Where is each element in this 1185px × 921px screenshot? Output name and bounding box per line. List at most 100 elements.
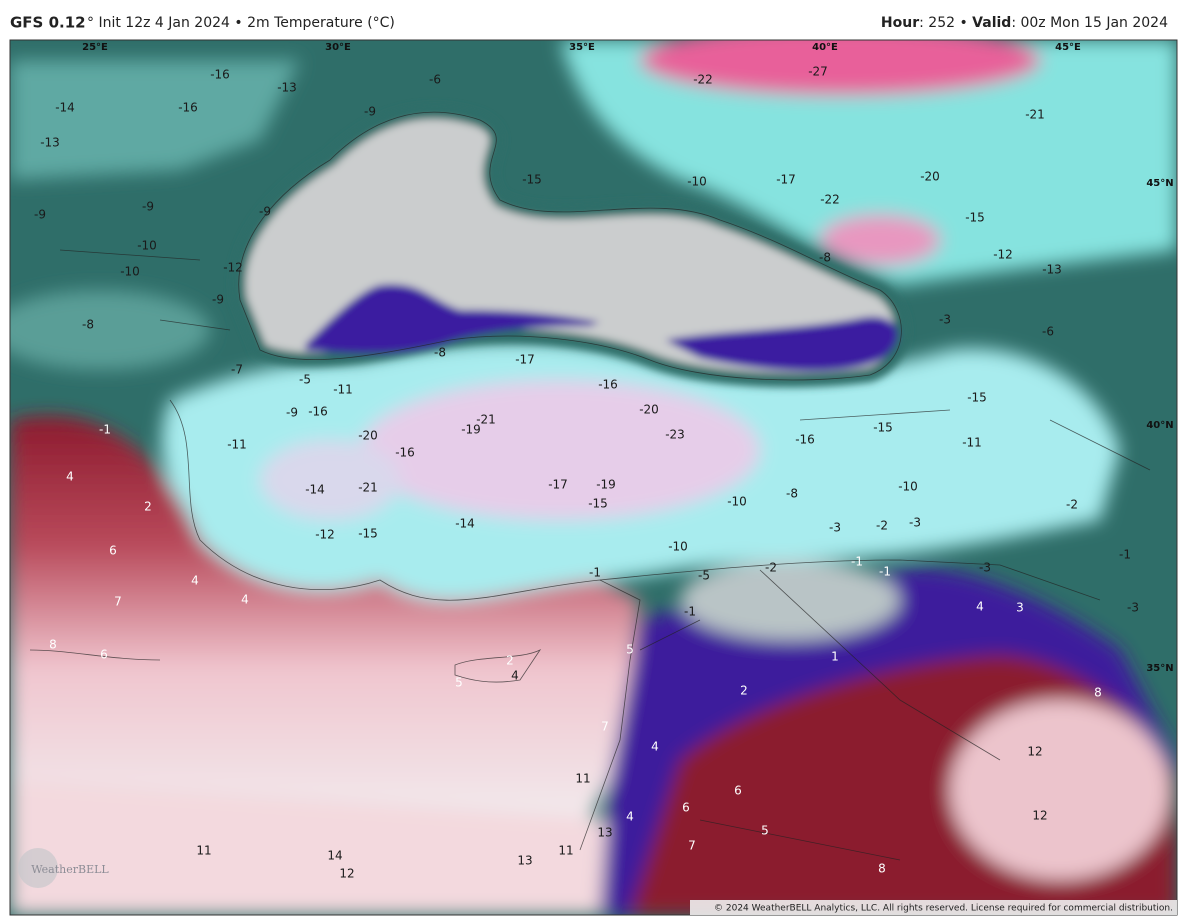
temperature-label: -3 bbox=[909, 516, 921, 530]
temperature-label: -23 bbox=[665, 428, 685, 442]
latitude-label: 40°N bbox=[1146, 420, 1173, 431]
temperature-label: -16 bbox=[178, 101, 198, 115]
temperature-label: -20 bbox=[639, 403, 659, 417]
temperature-label: 4 bbox=[241, 593, 249, 607]
temperature-label: -1 bbox=[684, 605, 696, 619]
temperature-label: -11 bbox=[333, 383, 353, 397]
temperature-label: -15 bbox=[588, 497, 608, 511]
temperature-label: 6 bbox=[734, 784, 742, 798]
temperature-label: -22 bbox=[820, 193, 840, 207]
temperature-label: -17 bbox=[548, 478, 568, 492]
temperature-label: -1 bbox=[1119, 548, 1131, 562]
logo: WeatherBELL bbox=[31, 863, 109, 876]
temperature-label: -8 bbox=[819, 251, 831, 265]
temperature-label: -22 bbox=[693, 73, 713, 87]
longitude-label: 40°E bbox=[812, 42, 838, 53]
temperature-label: -10 bbox=[687, 175, 707, 189]
map-frame bbox=[9, 39, 1178, 916]
temperature-label: 8 bbox=[878, 862, 886, 876]
temperature-label: -19 bbox=[461, 423, 481, 437]
temperature-label: -8 bbox=[786, 487, 798, 501]
copyright-box bbox=[690, 900, 1177, 915]
temperature-label: -3 bbox=[979, 561, 991, 575]
temperature-label: 13 bbox=[597, 826, 612, 840]
temperature-label: -6 bbox=[429, 73, 441, 87]
temperature-label: -14 bbox=[55, 101, 75, 115]
hour: : 252 • bbox=[919, 15, 972, 31]
temperature-label: -21 bbox=[476, 413, 496, 427]
header-right: Hour: 252 • Valid: 00z Mon 15 Jan 2024 bbox=[881, 15, 1168, 31]
temperature-labels: -16-14 -16-13-13-6 -22-27-21-9-15 -10 -17-22… bbox=[34, 65, 1139, 881]
temperature-label: -15 bbox=[873, 421, 893, 435]
temperature-label: 5 bbox=[761, 824, 769, 838]
temperature-label: -13 bbox=[277, 81, 297, 95]
temperature-label: 6 bbox=[100, 648, 108, 662]
temperature-label: 6 bbox=[682, 801, 690, 815]
temperature-label: -9 bbox=[142, 200, 154, 214]
temperature-label: 11 bbox=[196, 844, 211, 858]
temperature-label: -16 bbox=[308, 405, 328, 419]
temperature-label: -10 bbox=[120, 265, 140, 279]
temperature-label: -13 bbox=[40, 136, 60, 150]
temperature-label: -9 bbox=[212, 293, 224, 307]
temperature-label: -7 bbox=[231, 363, 243, 377]
temperature-label: 4 bbox=[66, 470, 74, 484]
temperature-label: -15 bbox=[358, 527, 378, 541]
temperature-label: 11 bbox=[575, 772, 590, 786]
temperature-label: -3 bbox=[829, 521, 841, 535]
temperature-label: -1 bbox=[589, 566, 601, 580]
latitude-label: 35°N bbox=[1146, 663, 1173, 674]
longitude-label: 30°E bbox=[325, 42, 351, 53]
temperature-label: -10 bbox=[668, 540, 688, 554]
temperature-label: 11 bbox=[558, 844, 573, 858]
longitude-label: 25°E bbox=[82, 42, 108, 53]
temperature-label: -3 bbox=[939, 313, 951, 327]
temperature-label: -16 bbox=[598, 378, 618, 392]
temperature-label: 4 bbox=[191, 574, 199, 588]
temperature-label: -2 bbox=[765, 561, 777, 575]
temperature-label: -2 bbox=[876, 519, 888, 533]
temperature-label: -16 bbox=[210, 68, 230, 82]
temperature-label: 12 bbox=[1032, 809, 1047, 823]
temperature-label: -16 bbox=[395, 446, 415, 460]
temperature-label: -2 bbox=[1066, 498, 1078, 512]
valid: : 00z Mon 15 Jan 2024 bbox=[1011, 15, 1168, 31]
temperature-label: 12 bbox=[1027, 745, 1042, 759]
temperature-label: 7 bbox=[688, 839, 696, 853]
temperature-label: -9 bbox=[286, 406, 298, 420]
map-field: -16-14 -16-13-13-6 -22-27-21-9-15 -10 -17-22… bbox=[10, 40, 1177, 915]
longitude-label: 35°E bbox=[569, 42, 595, 53]
temperature-label: -5 bbox=[698, 569, 710, 583]
temperature-label: -19 bbox=[596, 478, 616, 492]
temperature-label: -15 bbox=[965, 211, 985, 225]
temperature-label: -21 bbox=[1025, 108, 1045, 122]
temperature-label: -27 bbox=[808, 65, 828, 79]
temperature-label: -15 bbox=[967, 391, 987, 405]
temperature-label: -14 bbox=[455, 517, 475, 531]
temperature-label: -13 bbox=[1042, 263, 1062, 277]
latitude-label: 45°N bbox=[1146, 178, 1173, 189]
model: GFS 0.12 bbox=[10, 14, 86, 32]
temperature-label: -6 bbox=[1042, 325, 1054, 339]
temperature-label: -1 bbox=[879, 565, 891, 579]
logo-icon bbox=[18, 848, 58, 888]
temperature-label: -8 bbox=[434, 346, 446, 360]
temperature-label: 8 bbox=[49, 638, 57, 652]
temperature-label: 4 bbox=[626, 810, 634, 824]
longitude-label: 45°E bbox=[1055, 42, 1081, 53]
temperature-label: -9 bbox=[259, 205, 271, 219]
temperature-label: 4 bbox=[651, 740, 659, 754]
temperature-label: -9 bbox=[364, 105, 376, 119]
temperature-label: -20 bbox=[920, 170, 940, 184]
temperature-label: -14 bbox=[305, 483, 325, 497]
temperature-label: -12 bbox=[315, 528, 335, 542]
temperature-label: -12 bbox=[993, 248, 1013, 262]
temperature-label: 4 bbox=[976, 600, 984, 614]
temperature-label: 12 bbox=[339, 867, 354, 881]
graticule-labels: 25°E 30°E 35°E 40°E 45°E 45°N 40°N 35°N bbox=[82, 42, 1174, 674]
temperature-label: 14 bbox=[327, 849, 342, 863]
temperature-label: 3 bbox=[1016, 601, 1024, 615]
temperature-label: -12 bbox=[223, 261, 243, 275]
temperature-label: -17 bbox=[515, 353, 535, 367]
